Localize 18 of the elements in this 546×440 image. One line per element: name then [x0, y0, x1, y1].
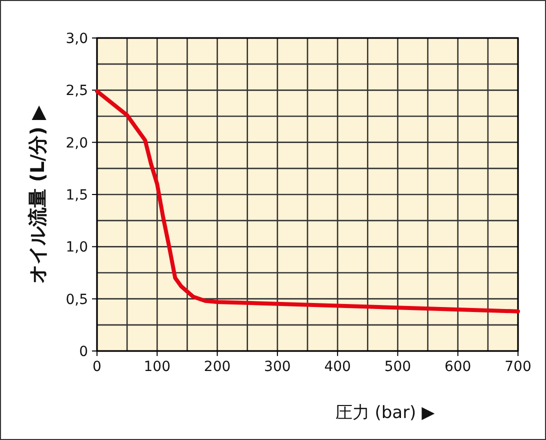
y-tick-label: 2,0 [66, 135, 88, 152]
x-tick-label: 400 [324, 359, 351, 375]
y-tick-label: 3,0 [66, 31, 88, 47]
x-tick-label: 600 [444, 359, 472, 375]
x-tick-label: 200 [204, 359, 231, 375]
x-tick-label: 300 [264, 359, 291, 375]
line-series [95, 89, 520, 314]
y-tick-label: 0,5 [66, 292, 88, 308]
y-tick-label: 1,5 [66, 188, 88, 204]
x-tick-label: 700 [504, 359, 532, 375]
y-axis-title: オイル流量 (L/分) ▶ [27, 104, 49, 284]
y-tick-label: 1,0 [66, 240, 88, 256]
x-tick-label: 100 [144, 359, 171, 375]
y-tick-label: 0 [79, 344, 88, 360]
x-tick-label: 0 [92, 359, 102, 375]
x-tick-label: 500 [384, 359, 412, 375]
x-axis-title: 圧力 (bar) ▶ [335, 403, 436, 423]
y-tick-label: 2,5 [66, 83, 88, 100]
